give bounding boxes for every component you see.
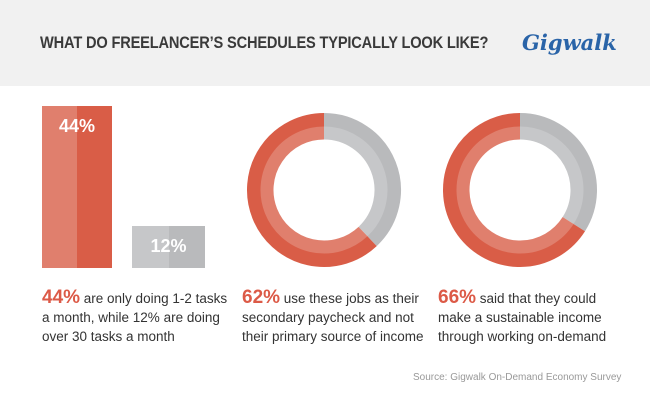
donut-slice-other-inner	[323, 126, 388, 237]
donut-slice-main	[443, 113, 586, 267]
caption-donut-1: 62% use these jobs as their secondary pa…	[242, 288, 432, 346]
caption-pct: 66%	[438, 287, 477, 308]
donut-chart-66	[443, 113, 597, 267]
caption-text: use these jobs as their secondary payche…	[242, 291, 424, 344]
bar-30-tasks: 12%	[132, 226, 205, 268]
caption-pct: 44%	[42, 287, 81, 308]
header: WHAT DO FREELANCER’S SCHEDULES TYPICALLY…	[0, 0, 650, 86]
bar-label: 12%	[150, 236, 187, 256]
bar-label: 44%	[58, 116, 96, 136]
caption-text: are only doing 1-2 tasks a month, while …	[42, 291, 228, 344]
bar-1-2-tasks: 44%	[42, 106, 112, 268]
donut-slice-other-inner	[519, 126, 584, 225]
caption-pct: 62%	[242, 287, 281, 308]
page-title: WHAT DO FREELANCER’S SCHEDULES TYPICALLY…	[40, 33, 489, 52]
gigwalk-logo: Gigwalk	[522, 30, 617, 55]
donut-slice-main	[247, 113, 377, 267]
donut-slice-other	[323, 113, 401, 247]
caption-bars: 44% are only doing 1-2 tasks a month, wh…	[42, 288, 232, 346]
caption-donut-2: 66% said that they could make a sustaina…	[438, 288, 628, 346]
donut-slice-other	[519, 113, 597, 232]
caption-text: said that they could make a sustainable …	[438, 291, 607, 344]
donut-chart-62	[247, 113, 401, 267]
source-note: Source: Gigwalk On-Demand Economy Survey	[413, 372, 622, 383]
donut-slice-main-inner	[456, 126, 574, 254]
donut-slice-main-inner	[260, 126, 368, 254]
